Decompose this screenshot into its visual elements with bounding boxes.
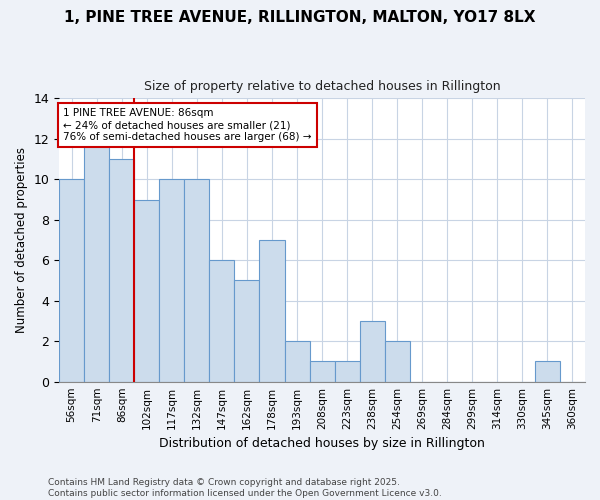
Y-axis label: Number of detached properties: Number of detached properties	[15, 147, 28, 333]
Title: Size of property relative to detached houses in Rillington: Size of property relative to detached ho…	[144, 80, 500, 93]
Bar	[184, 180, 209, 382]
Text: 1 PINE TREE AVENUE: 86sqm
← 24% of detached houses are smaller (21)
76% of semi-: 1 PINE TREE AVENUE: 86sqm ← 24% of detac…	[63, 108, 311, 142]
Text: Contains HM Land Registry data © Crown copyright and database right 2025.
Contai: Contains HM Land Registry data © Crown c…	[48, 478, 442, 498]
Bar	[335, 362, 359, 382]
Bar	[59, 180, 84, 382]
Bar	[160, 180, 184, 382]
Bar	[209, 260, 235, 382]
X-axis label: Distribution of detached houses by size in Rillington: Distribution of detached houses by size …	[159, 437, 485, 450]
Bar	[109, 159, 134, 382]
Bar	[84, 139, 109, 382]
Bar	[259, 240, 284, 382]
Text: 1, PINE TREE AVENUE, RILLINGTON, MALTON, YO17 8LX: 1, PINE TREE AVENUE, RILLINGTON, MALTON,…	[64, 10, 536, 25]
Bar	[284, 341, 310, 382]
Bar	[535, 362, 560, 382]
Bar	[385, 341, 410, 382]
Bar	[235, 280, 259, 382]
Bar	[310, 362, 335, 382]
Bar	[359, 321, 385, 382]
Bar	[134, 200, 160, 382]
